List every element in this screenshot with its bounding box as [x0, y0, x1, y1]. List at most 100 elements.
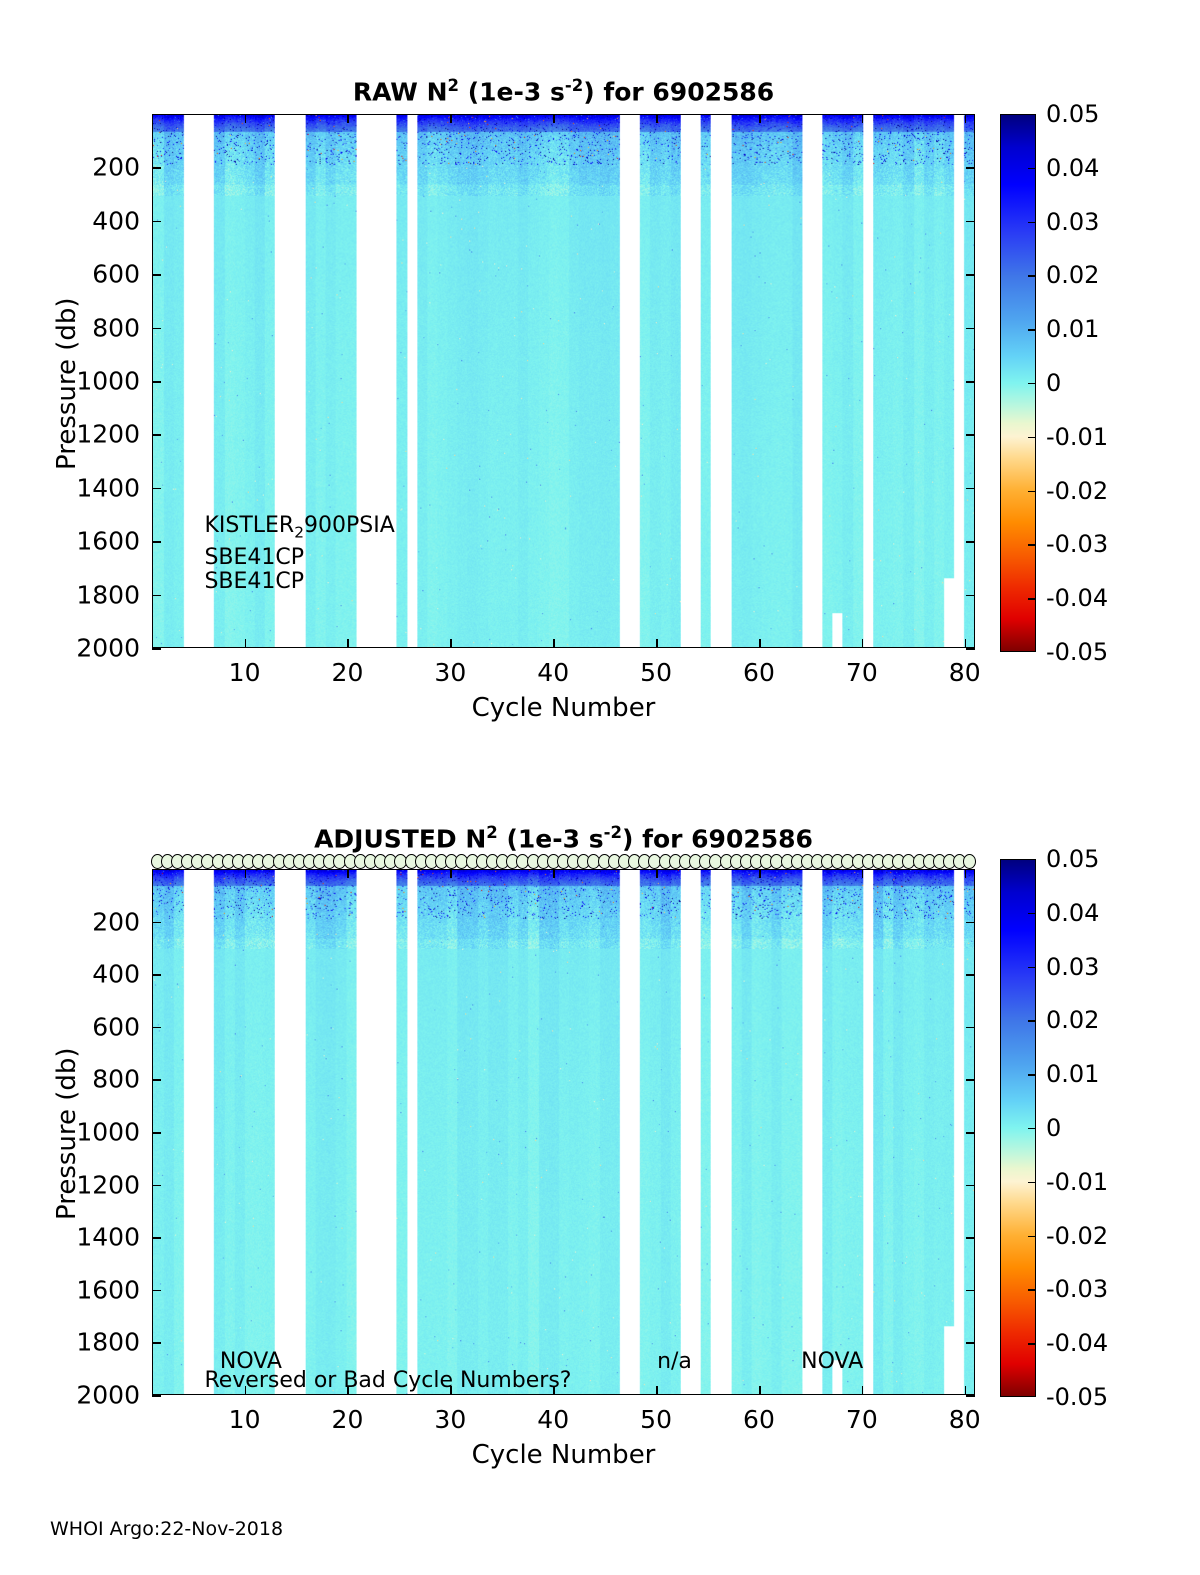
x-tick-mark-top	[244, 869, 247, 878]
adjusted-heatmap-canvas	[153, 870, 974, 1394]
colorbar-tick-mark	[1028, 1181, 1036, 1184]
adjusted-title-prefix: ADJUSTED N	[314, 824, 487, 854]
colorbar-tick-mark	[1028, 966, 1036, 968]
x-tick-label: 50	[640, 658, 672, 687]
colorbar-tick-label: 0.02	[1046, 1006, 1100, 1035]
x-tick-mark-top	[758, 869, 761, 878]
raw-heatmap-plot[interactable]: KISTLER2900PSIA SBE41CP SBE41CP	[152, 114, 975, 648]
colorbar-tick-label: -0.01	[1046, 422, 1109, 451]
y-tick-mark	[152, 974, 161, 976]
y-tick-mark-right	[966, 1237, 975, 1239]
y-tick-label: 1000	[76, 1117, 140, 1147]
x-tick-label: 10	[228, 658, 261, 687]
y-tick-mark	[152, 1395, 161, 1397]
y-tick-mark	[152, 1026, 161, 1029]
annotation-subscript: 2	[294, 523, 304, 542]
y-tick-mark-right	[966, 1184, 975, 1187]
annotation-text-a: KISTLER	[204, 512, 295, 538]
x-tick-mark-top	[964, 114, 967, 123]
colorbar-tick-mark	[1028, 221, 1036, 223]
y-tick-label: 1400	[76, 1222, 140, 1252]
plot-annotation: NOVA	[801, 1348, 864, 1374]
x-tick-mark	[244, 1386, 247, 1395]
colorbar-tick-mark	[1028, 383, 1036, 385]
y-tick-label: 2000	[76, 633, 140, 663]
colorbar-tick-label: -0.02	[1046, 476, 1109, 505]
x-tick-mark-top	[553, 869, 555, 878]
plot-annotation: n/a	[657, 1348, 692, 1374]
x-tick-label: 40	[537, 658, 570, 687]
x-tick-mark	[450, 1386, 452, 1395]
y-tick-mark	[152, 594, 161, 597]
x-tick-mark-top	[861, 114, 864, 123]
colorbar-tick-label: 0.01	[1046, 1060, 1100, 1089]
y-tick-label: 200	[92, 907, 140, 937]
y-tick-label: 2000	[76, 1380, 140, 1410]
x-tick-label: 80	[948, 658, 981, 687]
colorbar-tick-mark	[1028, 1343, 1036, 1345]
x-tick-label: 50	[640, 1405, 672, 1434]
plot-annotation: Reversed or Bad Cycle Numbers?	[204, 1368, 572, 1394]
colorbar-tick-mark	[1028, 1128, 1036, 1130]
y-tick-mark-right	[966, 274, 975, 276]
y-tick-mark	[152, 921, 161, 924]
y-tick-mark	[152, 1289, 161, 1292]
adjusted-title-suffix: ) for 6902586	[621, 824, 813, 854]
colorbar-tick-label: -0.05	[1046, 1383, 1109, 1411]
x-tick-mark	[347, 1386, 350, 1395]
x-tick-mark	[861, 639, 864, 648]
adjusted-cycle-markers	[150, 852, 977, 876]
colorbar-tick-mark	[1028, 329, 1036, 331]
colorbar-tick-mark	[1028, 1074, 1036, 1076]
adjusted-heatmap-plot[interactable]: NOVA Reversed or Bad Cycle Numbers? n/a NOV…	[152, 869, 975, 1395]
colorbar-tick-mark	[1028, 490, 1036, 492]
x-tick-label: 20	[331, 658, 364, 687]
y-tick-label: 1200	[76, 1170, 140, 1200]
raw-title-suffix: ) for 6902586	[583, 77, 775, 107]
x-tick-mark-top	[347, 114, 350, 123]
annotation-text-b: 900PSIA	[304, 512, 395, 538]
raw-title-exponent: 2	[447, 76, 459, 95]
x-tick-mark	[244, 639, 247, 648]
x-tick-mark	[553, 1386, 555, 1395]
plot-annotation: SBE41CP	[204, 568, 305, 594]
x-tick-mark	[450, 639, 452, 648]
x-tick-label: 30	[434, 1405, 467, 1434]
colorbar-tick-mark	[1028, 598, 1036, 600]
y-tick-mark	[152, 487, 161, 490]
colorbar-tick-label: 0.05	[1046, 845, 1100, 873]
y-tick-label: 800	[92, 1064, 140, 1094]
x-tick-label: 60	[743, 1405, 775, 1434]
x-tick-mark-top	[450, 869, 452, 878]
colorbar-tick-label: 0.01	[1046, 315, 1100, 344]
y-tick-mark-right	[966, 167, 975, 169]
colorbar-tick-label: -0.03	[1046, 1275, 1109, 1304]
raw-x-axis-label: Cycle Number	[471, 693, 656, 723]
colorbar-tick-label: 0.04	[1046, 898, 1100, 927]
x-tick-mark	[656, 639, 658, 648]
adjusted-title-exponent-2: -2	[603, 823, 622, 842]
raw-panel-title: RAW N2 (1e-3 s-2) for 6902586	[152, 76, 975, 106]
y-tick-label: 1600	[76, 1275, 140, 1305]
y-tick-label: 200	[92, 152, 140, 182]
y-tick-mark-right	[966, 327, 975, 330]
panel-raw: RAW N2 (1e-3 s-2) for 6902586 KISTLER290…	[0, 0, 1200, 760]
colorbar-tick-mark	[1028, 1289, 1036, 1291]
plot-annotation: KISTLER2900PSIA	[204, 513, 394, 541]
colorbar-tick-mark	[1028, 1235, 1036, 1237]
x-tick-mark-top	[656, 869, 658, 878]
x-tick-label: 70	[845, 658, 878, 687]
adjusted-panel-title: ADJUSTED N2 (1e-3 s-2) for 6902586	[152, 823, 975, 853]
adjusted-title-mid: (1e-3 s	[497, 824, 604, 854]
colorbar-tick-label: 0.04	[1046, 153, 1100, 182]
colorbar-tick-mark	[1028, 912, 1036, 915]
x-tick-label: 70	[845, 1405, 878, 1434]
colorbar-tick-mark	[1028, 275, 1036, 277]
colorbar-tick-mark	[1028, 167, 1036, 170]
y-tick-mark	[152, 274, 161, 276]
raw-title-mid: (1e-3 s	[459, 77, 565, 107]
x-tick-mark	[656, 1386, 658, 1395]
y-tick-mark	[152, 1132, 161, 1134]
y-tick-label: 600	[92, 1012, 140, 1042]
cycle-marker-circle	[963, 854, 977, 869]
